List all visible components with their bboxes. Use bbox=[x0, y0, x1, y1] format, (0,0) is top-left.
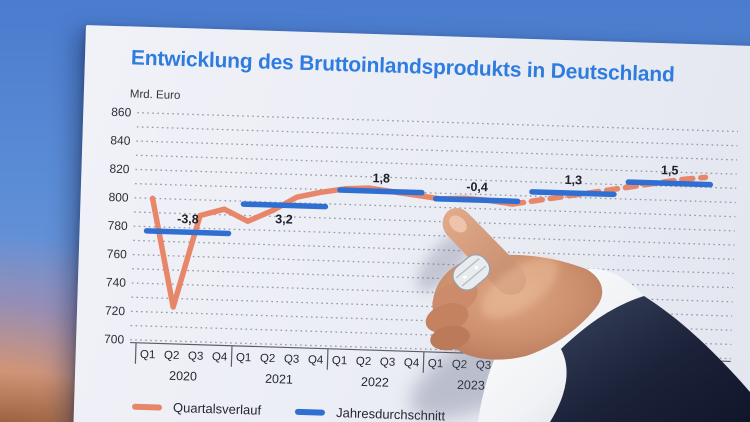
quarterly-line-forecast bbox=[509, 174, 709, 207]
y-axis-tick-label: 780 bbox=[107, 218, 128, 233]
gridline bbox=[137, 112, 738, 133]
year-divider bbox=[614, 357, 617, 379]
year-divider bbox=[230, 345, 233, 367]
quarter-label: Q4 bbox=[308, 354, 324, 366]
gridline bbox=[136, 126, 738, 147]
chart-canvas: 860 840 820 800 780 760 740 720 700 Q1 Q2 Q3 Q4 2020 Q… bbox=[104, 105, 738, 399]
y-axis-tick-label: 800 bbox=[108, 190, 129, 205]
quarter-label: Q4 bbox=[404, 357, 420, 369]
y-axis-tick-label: 720 bbox=[105, 304, 126, 319]
quarter-label: Q2 bbox=[260, 353, 276, 365]
quarter-label: Q3 bbox=[380, 356, 396, 368]
annual-average-bar bbox=[432, 196, 521, 205]
year-label: 2023 bbox=[457, 378, 485, 393]
growth-rate-label: 3,2 bbox=[275, 212, 293, 227]
quarter-label: Q4 bbox=[212, 351, 228, 363]
y-axis-tick-label: 740 bbox=[106, 275, 127, 290]
gridline bbox=[134, 197, 736, 218]
year-divider bbox=[710, 360, 713, 382]
legend-label-quarterly: Quartalsverlauf bbox=[172, 399, 262, 418]
annual-average-bar bbox=[240, 201, 329, 210]
quarter-label: Q2 bbox=[548, 362, 564, 374]
year-label: 2022 bbox=[361, 375, 389, 390]
quarter-label: Q1 bbox=[332, 355, 348, 367]
growth-rate-label: 1,5 bbox=[661, 163, 679, 178]
quarter-label: Q3 bbox=[668, 365, 684, 377]
presentation-board: Entwicklung des Bruttoinlandsprodukts in… bbox=[71, 25, 750, 422]
gridline bbox=[134, 211, 735, 232]
year-label: 2021 bbox=[265, 372, 293, 387]
annual-average-bar bbox=[337, 187, 425, 196]
annual-average-bar bbox=[625, 179, 714, 188]
year-label: 2020 bbox=[169, 369, 197, 384]
quarter-label: Q1 bbox=[236, 352, 252, 364]
y-axis-tick-label: 860 bbox=[111, 105, 132, 120]
quarter-label: Q3 bbox=[572, 362, 588, 374]
y-axis-tick-label: 840 bbox=[110, 133, 131, 148]
gridline bbox=[135, 154, 737, 175]
gridline bbox=[135, 182, 736, 204]
gridline bbox=[133, 239, 734, 260]
quarter-label: Q3 bbox=[476, 359, 492, 371]
quarter-label: Q4 bbox=[692, 366, 708, 378]
gridline bbox=[132, 268, 734, 289]
quarter-label: Q1 bbox=[620, 364, 636, 376]
year-divider bbox=[422, 351, 425, 373]
legend-label-annual-average: Jahresdurchschnitt bbox=[335, 405, 446, 422]
gridline bbox=[132, 253, 734, 275]
y-axis-tick-label: 700 bbox=[104, 332, 125, 347]
growth-rate-label: 1,3 bbox=[564, 173, 582, 188]
gridline bbox=[131, 296, 733, 317]
quarter-label: Q3 bbox=[284, 353, 300, 365]
quarter-label: Q2 bbox=[644, 365, 660, 377]
quarter-label: Q4 bbox=[500, 360, 516, 372]
quarter-label: Q1 bbox=[524, 361, 540, 373]
gridline bbox=[131, 310, 732, 331]
y-axis-tick-label: 760 bbox=[107, 247, 128, 262]
quarter-label: Q2 bbox=[452, 359, 468, 371]
quarter-label: Q1 bbox=[140, 349, 156, 361]
year-divider bbox=[134, 342, 137, 364]
legend-swatch-quarterly bbox=[131, 403, 163, 411]
year-label: 2025 bbox=[649, 384, 677, 399]
gridline bbox=[136, 140, 738, 161]
annual-average-bar bbox=[529, 189, 617, 198]
quarter-label: Q1 bbox=[428, 358, 444, 370]
annual-average-bar bbox=[143, 228, 232, 237]
year-label: 2024 bbox=[553, 381, 581, 396]
gridline bbox=[130, 324, 732, 346]
y-axis-tick-label: 820 bbox=[109, 162, 130, 177]
gridline bbox=[131, 282, 733, 303]
quarter-label: Q4 bbox=[596, 363, 612, 375]
quarter-label: Q3 bbox=[188, 350, 204, 362]
growth-rate-label: -3,8 bbox=[177, 212, 199, 227]
quarter-label: Q2 bbox=[164, 350, 180, 362]
year-divider bbox=[518, 354, 521, 376]
growth-rate-label: -0,4 bbox=[466, 180, 488, 195]
quarter-label: Q2 bbox=[356, 356, 372, 368]
gridline bbox=[133, 225, 735, 246]
growth-rate-label: 1,8 bbox=[372, 171, 390, 186]
legend-swatch-annual-average bbox=[295, 408, 326, 416]
year-divider bbox=[326, 348, 329, 370]
